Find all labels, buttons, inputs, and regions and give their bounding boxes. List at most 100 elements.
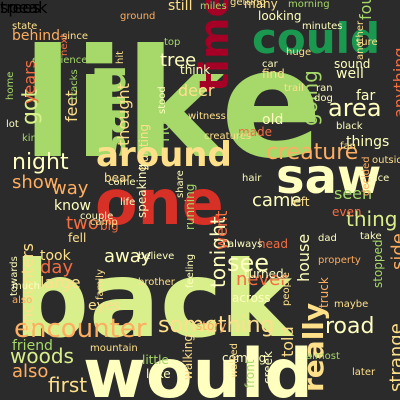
word-morning: morning <box>288 0 330 10</box>
word-side: side <box>388 233 400 270</box>
word-even: even <box>332 205 362 219</box>
word-maybe: maybe <box>334 299 369 310</box>
word-live: live <box>296 103 314 114</box>
word-hair: hair <box>242 173 262 184</box>
word-saw: saw <box>276 149 382 205</box>
word-black: black <box>336 121 363 132</box>
word-minutes: minutes <box>302 21 343 32</box>
word-around: around <box>96 135 232 175</box>
word-hit: hit <box>115 50 126 64</box>
word-fell: fell <box>68 231 87 245</box>
word-well: well <box>336 66 364 82</box>
word-face: face <box>368 173 390 184</box>
word-bear: bear <box>104 171 132 185</box>
word-left: left <box>290 195 310 209</box>
word-decided: decided <box>361 156 372 196</box>
word-seen: seen <box>334 184 373 203</box>
word-eyes: eyes <box>88 298 121 314</box>
word-road: road <box>325 314 375 339</box>
word-front: front <box>243 359 257 388</box>
word-night: night <box>12 150 69 175</box>
word-friend: friend <box>12 338 53 354</box>
word-find: find <box>262 67 285 81</box>
word-looking: looking <box>258 9 302 23</box>
word-thought: thought <box>114 83 133 146</box>
word-experience: experience <box>32 55 88 66</box>
word-told: told <box>278 326 297 357</box>
word-creature: creature <box>266 140 359 165</box>
word-deer: deer <box>178 81 215 100</box>
word-walking: walking <box>181 333 195 380</box>
word-lot: lot <box>6 119 19 130</box>
word-family: family <box>95 269 106 300</box>
word-across: across <box>232 291 271 305</box>
word-head: head <box>258 237 288 251</box>
word-behind: behind <box>12 28 61 44</box>
word-property: property <box>318 255 361 266</box>
word-strange: strange <box>386 323 400 392</box>
word-one: one <box>95 166 224 239</box>
word-camp: camp <box>90 217 118 228</box>
word-creatures: creatures <box>204 131 252 142</box>
word-sure: sure <box>356 37 378 48</box>
word-know: know <box>54 198 91 214</box>
word-ground: ground <box>120 11 156 22</box>
word-time: time <box>192 0 238 92</box>
word-would: would <box>83 335 313 400</box>
word-feeling: feeling <box>185 253 196 288</box>
word-walked: walked <box>229 342 240 378</box>
word-towards: towards <box>9 256 20 296</box>
word-really: really <box>297 302 330 392</box>
word-life: life <box>120 197 136 208</box>
word-never: never <box>236 269 288 290</box>
word-things: things <box>346 134 390 150</box>
word-mountain: mountain <box>90 343 138 354</box>
word-see: see <box>227 249 270 277</box>
word-tree: tree <box>160 50 197 71</box>
word-also: also <box>12 361 49 382</box>
word-sound: sound <box>334 57 371 71</box>
word-coming: coming <box>222 351 267 365</box>
word-back: back <box>14 239 293 361</box>
word-people: people <box>281 272 292 306</box>
word-top: top <box>164 37 181 48</box>
word-dad: dad <box>318 233 337 244</box>
word-came: came <box>252 190 302 211</box>
word-turned: turned <box>244 267 284 281</box>
word-encounter: encounter <box>14 314 147 344</box>
word-big: big <box>100 219 119 233</box>
word-huge: huge <box>286 47 312 58</box>
word-almost: almost <box>306 351 340 362</box>
word-large: large <box>40 273 81 292</box>
word-first: first <box>48 373 88 397</box>
word-take: take <box>360 231 382 242</box>
word-thing: thing <box>346 207 398 231</box>
word-later: later <box>352 367 376 378</box>
word-two: two <box>66 213 99 234</box>
word-share: share <box>175 170 186 198</box>
word-trees: trees <box>0 0 41 17</box>
word-come: come <box>108 177 136 188</box>
word-much: much <box>12 281 40 292</box>
word-little: little <box>142 353 169 367</box>
word-getting: getting <box>230 0 266 8</box>
word-fan: fan <box>340 141 356 152</box>
word-car: car <box>262 59 278 70</box>
word-miles: miles <box>200 1 227 12</box>
word-outside: outside <box>372 155 400 166</box>
word-creek: creek <box>261 351 275 384</box>
word-house: house <box>294 233 313 282</box>
word-another: another <box>355 20 366 60</box>
word-witness: witness <box>188 111 226 122</box>
word-far: far <box>356 88 376 104</box>
word-home: home <box>5 71 16 100</box>
word-something: something <box>158 313 275 338</box>
word-took: took <box>40 248 71 264</box>
word-think: think <box>180 63 211 77</box>
word-made: made <box>238 125 273 139</box>
word-anything: anything <box>390 47 400 118</box>
word-tracks: tracks <box>69 69 80 100</box>
word-show: show <box>12 172 59 193</box>
word-believe: believe <box>138 251 175 262</box>
